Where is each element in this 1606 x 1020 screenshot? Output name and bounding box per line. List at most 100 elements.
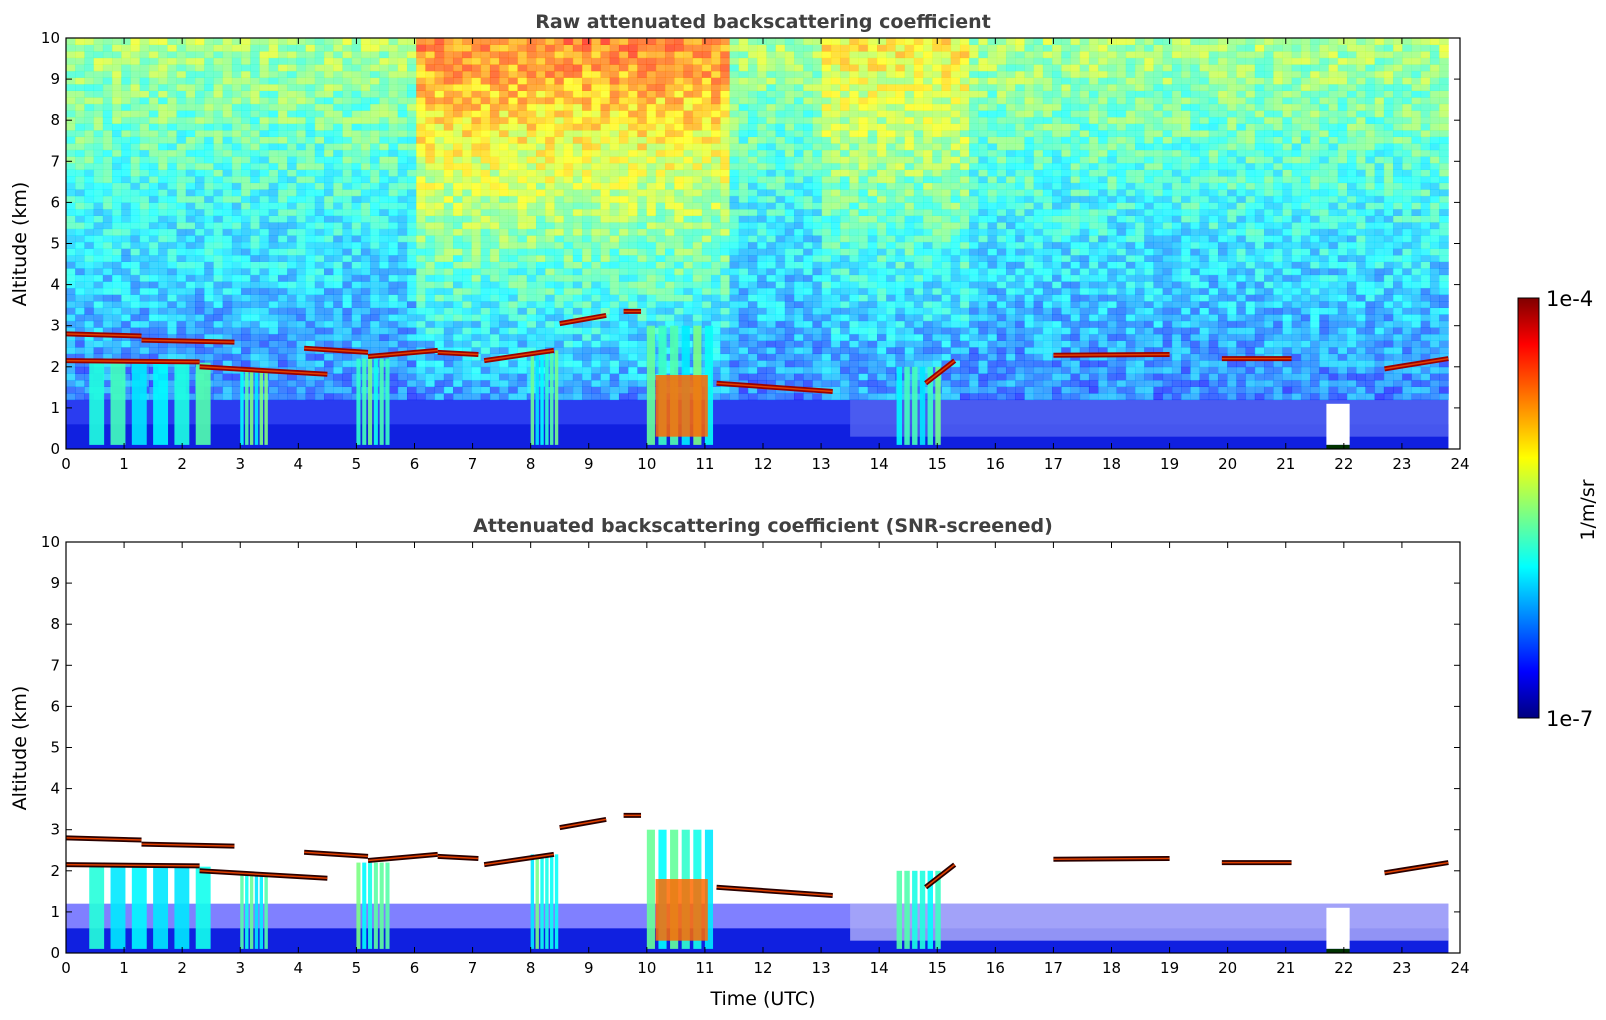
noise-cell	[794, 44, 804, 52]
noise-cell	[112, 189, 122, 197]
noise-cell	[324, 38, 334, 45]
noise-cell	[195, 70, 205, 78]
noise-cell	[849, 64, 859, 72]
noise-cell	[250, 314, 260, 322]
noise-cell	[803, 340, 813, 348]
noise-cell	[453, 110, 463, 118]
noise-cell	[406, 360, 417, 368]
noise-cell	[517, 64, 528, 72]
noise-cell	[84, 57, 95, 65]
noise-cell	[720, 215, 730, 223]
noise-cell	[582, 333, 592, 341]
noise-cell	[112, 248, 122, 256]
noise-cell	[102, 84, 113, 92]
noise-cell	[241, 143, 251, 151]
noise-cell	[858, 44, 869, 52]
noise-cell	[499, 314, 509, 322]
noise-cell	[93, 287, 104, 295]
noise-cell	[102, 103, 113, 111]
noise-cell	[130, 340, 141, 348]
noise-cell	[213, 90, 224, 98]
noise-cell	[342, 103, 353, 111]
noise-cell	[102, 70, 113, 78]
noise-cell	[75, 314, 85, 322]
noise-cell	[545, 189, 555, 197]
noise-cell	[268, 51, 279, 59]
noise-cell	[591, 373, 601, 381]
noise-cell	[536, 202, 546, 210]
noise-cell	[895, 235, 906, 243]
noise-cell	[314, 215, 325, 223]
noise-cell	[167, 38, 177, 45]
noise-cell	[609, 70, 620, 78]
noise-cell	[499, 38, 509, 45]
noise-cell	[66, 149, 76, 157]
noise-cell	[213, 320, 224, 328]
noise-cell	[204, 110, 214, 118]
noise-cell	[600, 261, 611, 269]
noise-cell	[784, 38, 795, 45]
noise-cell	[775, 347, 786, 355]
noise-cell	[305, 287, 316, 295]
noise-cell	[886, 149, 896, 157]
noise-cell	[646, 156, 657, 164]
noise-cell	[333, 373, 343, 381]
noise-cell	[388, 393, 399, 401]
noise-cell	[517, 347, 528, 355]
noise-cell	[462, 228, 472, 236]
noise-cell	[858, 169, 869, 177]
noise-cell	[453, 333, 463, 341]
noise-cell	[572, 333, 583, 341]
noise-cell	[517, 255, 528, 262]
noise-cell	[480, 51, 491, 59]
noise-cell	[618, 228, 629, 236]
noise-cell	[406, 57, 417, 65]
noise-cell	[75, 373, 85, 381]
noise-cell	[222, 281, 233, 289]
noise-cell	[176, 327, 187, 335]
noise-cell	[803, 235, 813, 243]
noise-cell	[75, 143, 85, 151]
noise-cell	[287, 333, 297, 341]
noise-cell	[655, 268, 666, 276]
noise-cell	[526, 287, 537, 295]
noise-cell	[268, 373, 279, 381]
noise-cell	[637, 149, 648, 157]
noise-cell	[158, 189, 168, 197]
noise-cell	[720, 366, 730, 374]
noise-cell	[434, 281, 445, 289]
noise-cell	[637, 261, 648, 269]
noise-cell	[204, 307, 214, 315]
noise-cell	[121, 103, 131, 111]
noise-cell	[342, 314, 353, 322]
noise-cell	[646, 314, 657, 322]
noise-cell	[222, 97, 233, 105]
noise-cell	[471, 84, 482, 92]
noise-cell	[471, 110, 482, 118]
noise-cell	[720, 360, 730, 368]
noise-cell	[66, 143, 76, 151]
noise-cell	[121, 97, 131, 105]
noise-cell	[830, 255, 841, 262]
noise-cell	[609, 90, 620, 98]
noise-cell	[241, 70, 251, 78]
noise-cell	[886, 320, 896, 328]
noise-cell	[287, 110, 297, 118]
noise-cell	[397, 353, 408, 361]
noise-cell	[480, 84, 491, 92]
noise-cell	[674, 103, 684, 111]
noise-cell	[222, 156, 233, 164]
noise-cell	[158, 320, 168, 328]
noise-cell	[453, 222, 463, 230]
noise-cell	[591, 97, 601, 105]
noise-cell	[185, 70, 196, 78]
noise-cell	[840, 156, 850, 164]
noise-cell	[591, 110, 601, 118]
noise-cell	[231, 110, 242, 118]
noise-cell	[139, 162, 150, 170]
noise-cell	[536, 294, 546, 302]
noise-cell	[821, 393, 832, 401]
noise-cell	[93, 70, 104, 78]
noise-cell	[747, 51, 758, 59]
noise-cell	[674, 77, 684, 85]
